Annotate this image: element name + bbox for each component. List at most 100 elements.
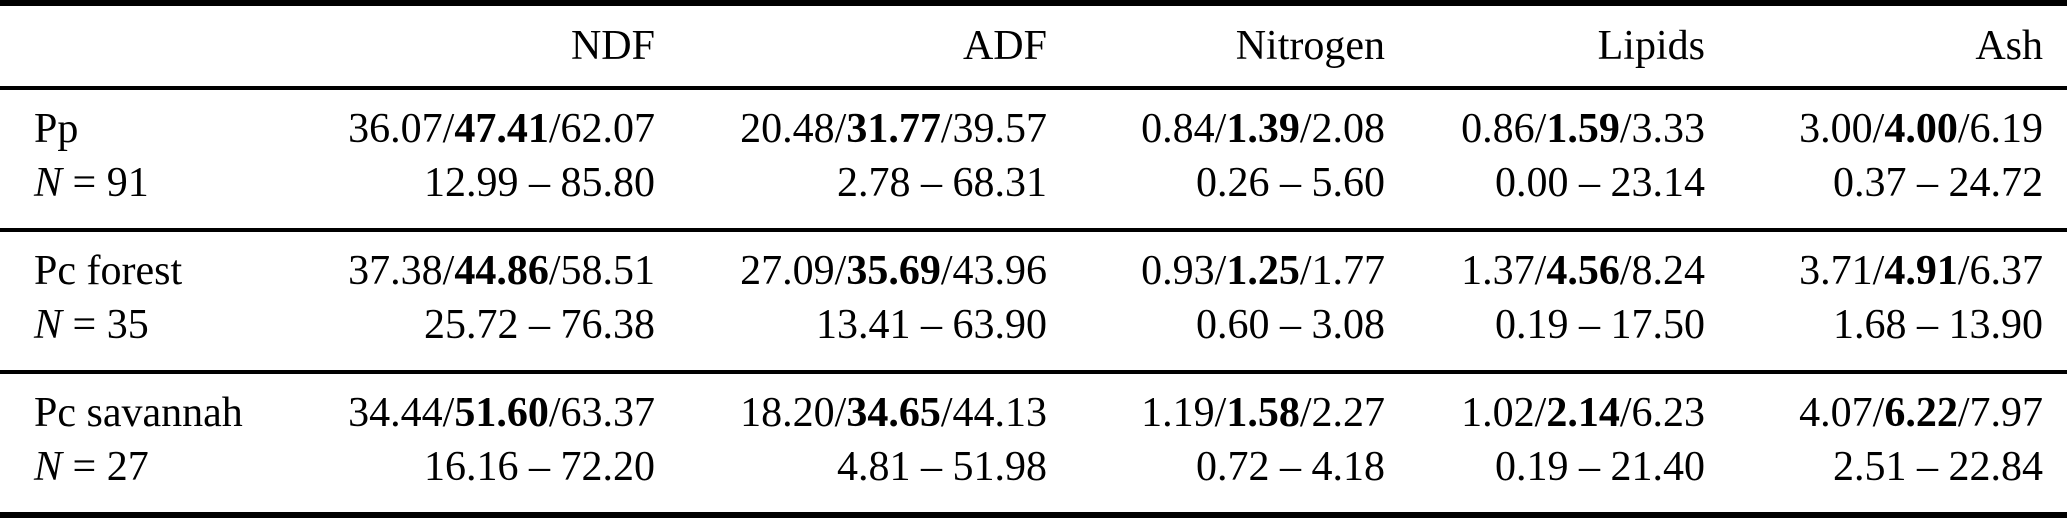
range-value: 12.99 – 85.80 (424, 160, 655, 206)
median-value: 4.91 (1884, 248, 1958, 294)
header-row: NDF ADF Nitrogen Lipids Ash (0, 3, 2067, 88)
min-value: 18.20 (740, 390, 835, 436)
group-label: Pc savannah (34, 390, 243, 436)
max-value: 39.57 (952, 106, 1048, 152)
median-value: 31.77 (846, 106, 941, 152)
table-row: Pc forest N = 35 37.38/44.86/58.51 25.72 – … (0, 230, 2067, 372)
max-value: 43.96 (952, 248, 1048, 294)
header-row-label-cell (0, 3, 310, 88)
separator: / (940, 106, 953, 152)
separator: / (1957, 106, 1970, 152)
median-value: 4.56 (1546, 248, 1620, 294)
separator: / (1619, 248, 1632, 294)
median-value: 44.86 (454, 248, 549, 294)
separator: / (548, 248, 561, 294)
header-nitrogen: Nitrogen (1235, 23, 1385, 69)
min-median-max: 1.19/1.58/2.27 (1047, 386, 1385, 440)
separator: / (1534, 248, 1547, 294)
min-value: 27.09 (740, 248, 835, 294)
value-cell: 1.02/2.14/6.23 0.19 – 21.40 (1385, 372, 1705, 515)
separator: / (1534, 390, 1547, 436)
max-value: 3.33 (1631, 106, 1706, 152)
sample-size: N = 27 (34, 440, 310, 494)
median-value: 1.59 (1546, 106, 1620, 152)
range-value: 13.41 – 63.90 (816, 302, 1047, 348)
separator: / (1299, 248, 1312, 294)
min-median-max: 0.93/1.25/1.77 (1047, 244, 1385, 298)
range-value: 0.60 – 3.08 (1196, 302, 1385, 348)
median-value: 47.41 (454, 106, 549, 152)
max-value: 63.37 (560, 390, 656, 436)
separator: / (442, 248, 455, 294)
header-ash: Ash (1975, 23, 2043, 69)
value-cell: 0.93/1.25/1.77 0.60 – 3.08 (1047, 230, 1385, 372)
separator: / (1619, 390, 1632, 436)
separator: / (1872, 248, 1885, 294)
separator: / (940, 390, 953, 436)
min-median-max: 34.44/51.60/63.37 (310, 386, 655, 440)
min-value: 34.44 (348, 390, 443, 436)
value-cell: 27.09/35.69/43.96 13.41 – 63.90 (655, 230, 1047, 372)
header-lipids: Lipids (1597, 23, 1705, 69)
table-row: Pc savannah N = 27 34.44/51.60/63.37 16.16 … (0, 372, 2067, 515)
separator: / (1299, 106, 1312, 152)
min-value: 3.00 (1799, 106, 1873, 152)
row-label-cell: Pc savannah N = 27 (0, 372, 310, 515)
max-value: 44.13 (952, 390, 1048, 436)
range-value: 0.72 – 4.18 (1196, 444, 1385, 490)
table-body: Pp N = 91 36.07/47.41/62.07 12.99 – 85.80 20… (0, 88, 2067, 515)
max-value: 6.19 (1969, 106, 2044, 152)
max-value: 6.23 (1631, 390, 1706, 436)
sample-size-symbol: N (34, 160, 63, 206)
min-median-max: 37.38/44.86/58.51 (310, 244, 655, 298)
value-cell: 37.38/44.86/58.51 25.72 – 76.38 (310, 230, 655, 372)
separator: / (834, 248, 847, 294)
header-ndf: NDF (570, 23, 655, 69)
value-cell: 20.48/31.77/39.57 2.78 – 68.31 (655, 88, 1047, 230)
value-cell: 1.37/4.56/8.24 0.19 – 17.50 (1385, 230, 1705, 372)
separator: / (1299, 390, 1312, 436)
range-value: 0.19 – 21.40 (1495, 444, 1705, 490)
max-value: 6.37 (1969, 248, 2044, 294)
max-value: 2.08 (1311, 106, 1386, 152)
sample-size-symbol: N (34, 444, 63, 490)
separator: / (1214, 390, 1227, 436)
range-value: 16.16 – 72.20 (424, 444, 655, 490)
separator: / (1872, 390, 1885, 436)
range-value: 0.19 – 17.50 (1495, 302, 1705, 348)
median-value: 6.22 (1884, 390, 1958, 436)
min-value: 4.07 (1799, 390, 1873, 436)
range-value: 1.68 – 13.90 (1833, 302, 2043, 348)
table-row: Pp N = 91 36.07/47.41/62.07 12.99 – 85.80 20… (0, 88, 2067, 230)
min-median-max: 0.86/1.59/3.33 (1385, 102, 1705, 156)
max-value: 2.27 (1311, 390, 1386, 436)
row-label-cell: Pc forest N = 35 (0, 230, 310, 372)
max-value: 7.97 (1969, 390, 2044, 436)
min-value: 0.84 (1141, 106, 1215, 152)
separator: / (442, 390, 455, 436)
sample-size-value: = 91 (62, 160, 149, 206)
min-value: 0.86 (1461, 106, 1535, 152)
min-value: 3.71 (1799, 248, 1873, 294)
separator: / (834, 390, 847, 436)
separator: / (1872, 106, 1885, 152)
min-value: 36.07 (348, 106, 443, 152)
range-value: 0.37 – 24.72 (1833, 160, 2043, 206)
group-label: Pp (34, 106, 79, 152)
min-median-max: 20.48/31.77/39.57 (655, 102, 1047, 156)
min-value: 37.38 (348, 248, 443, 294)
median-value: 1.58 (1226, 390, 1300, 436)
value-cell: 1.19/1.58/2.27 0.72 – 4.18 (1047, 372, 1385, 515)
separator: / (1619, 106, 1632, 152)
separator: / (548, 106, 561, 152)
value-cell: 3.00/4.00/6.19 0.37 – 24.72 (1705, 88, 2067, 230)
min-median-max: 1.02/2.14/6.23 (1385, 386, 1705, 440)
separator: / (1534, 106, 1547, 152)
min-median-max: 4.07/6.22/7.97 (1705, 386, 2043, 440)
value-cell: 34.44/51.60/63.37 16.16 – 72.20 (310, 372, 655, 515)
median-value: 2.14 (1546, 390, 1620, 436)
row-label-cell: Pp N = 91 (0, 88, 310, 230)
value-cell: 18.20/34.65/44.13 4.81 – 51.98 (655, 372, 1047, 515)
